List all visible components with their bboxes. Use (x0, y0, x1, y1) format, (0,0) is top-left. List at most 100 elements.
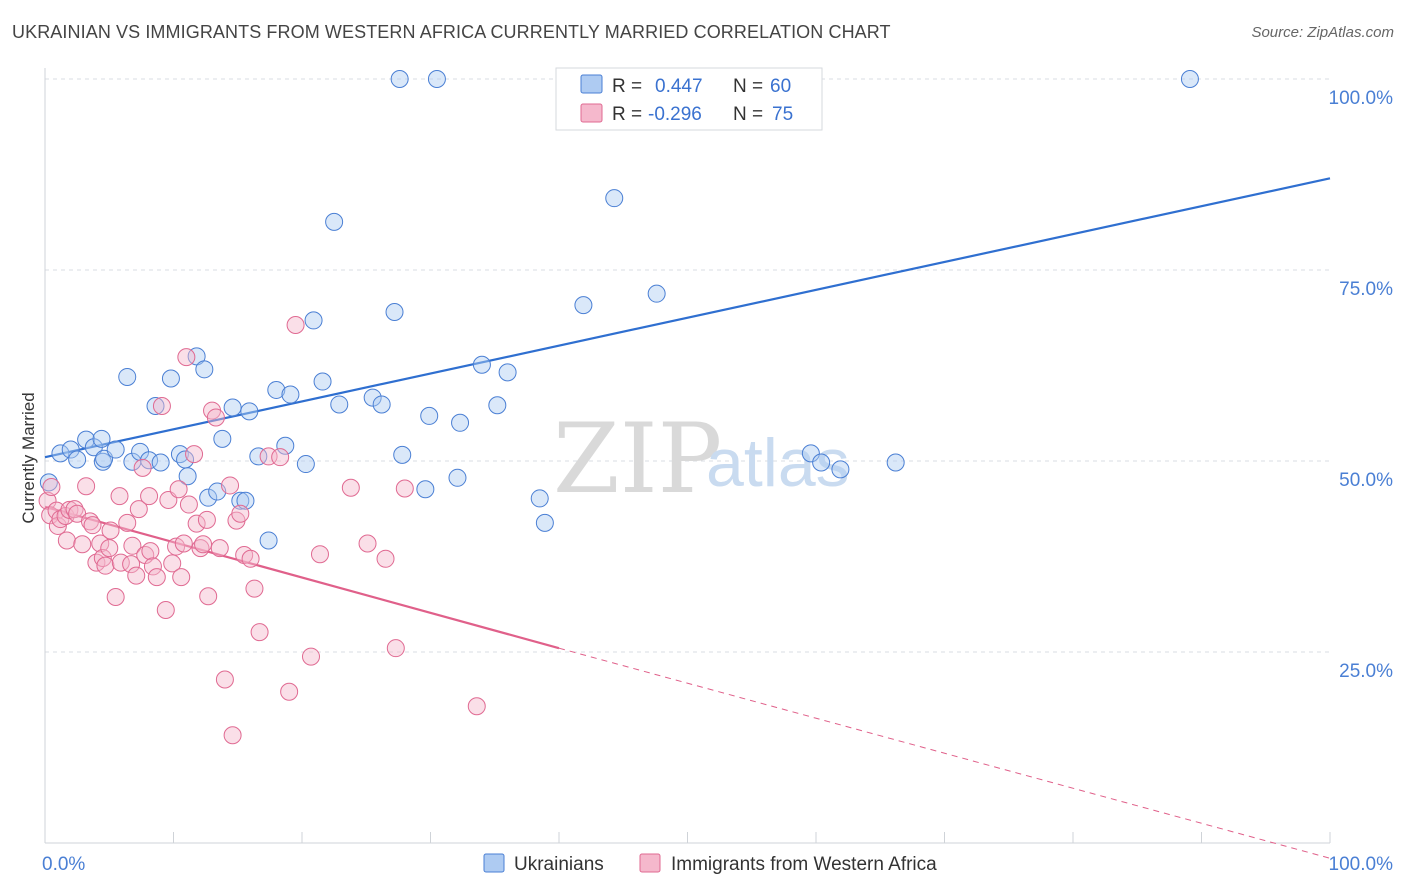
legend: R = 0.447 N = 60 R = -0.296 N = 75 (555, 67, 823, 131)
legend-r-value: -0.296 (648, 104, 702, 125)
point-ukrainians (118, 367, 137, 386)
point-western-africa (141, 542, 160, 561)
point-ukrainians (61, 440, 80, 459)
point-western-africa (241, 549, 260, 568)
point-western-africa (197, 510, 216, 529)
point-western-africa (215, 670, 234, 689)
point-western-africa (73, 535, 92, 554)
legend-r-label: R = (612, 76, 642, 97)
point-ukrainians (240, 402, 259, 421)
point-western-africa (172, 568, 191, 587)
legend-swatch-blue (580, 74, 603, 94)
bottom-legend: Ukrainians Immigrants from Western Afric… (483, 853, 937, 875)
legend-n-label: N = (733, 104, 763, 125)
point-ukrainians (199, 488, 218, 507)
point-western-africa (143, 557, 162, 576)
point-ukrainians (420, 406, 439, 425)
point-western-africa (106, 587, 125, 606)
point-western-africa (185, 445, 204, 464)
point-western-africa (110, 487, 129, 506)
bottom-legend-label: Immigrants from Western Africa (671, 854, 937, 875)
point-ukrainians (178, 467, 197, 486)
point-western-africa (187, 514, 206, 533)
point-ukrainians (574, 296, 593, 315)
point-western-africa (91, 534, 110, 553)
point-western-africa (156, 600, 175, 619)
point-western-africa (174, 534, 193, 553)
point-ukrainians (68, 450, 87, 469)
point-western-africa (271, 448, 290, 467)
point-ukrainians (393, 445, 412, 464)
point-western-africa (83, 516, 102, 535)
tick-labels: 25.0% 50.0% 75.0% 100.0% 0.0% 100.0% (42, 88, 1393, 875)
point-ukrainians (259, 531, 278, 550)
point-western-africa (199, 587, 218, 606)
point-ukrainians (530, 489, 549, 508)
point-western-africa (177, 348, 196, 367)
point-western-africa (280, 682, 299, 701)
point-western-africa (194, 535, 213, 554)
point-ukrainians (93, 452, 112, 471)
bottom-legend-swatch-blue (483, 853, 505, 873)
point-ukrainians (170, 445, 189, 464)
point-ukrainians (313, 372, 332, 391)
point-ukrainians (161, 369, 180, 388)
point-ukrainians (296, 455, 315, 474)
point-ukrainians (195, 360, 214, 379)
point-ukrainians (106, 440, 125, 459)
point-ukrainians (372, 395, 391, 414)
legend-r-value: 0.447 (655, 76, 703, 97)
axes (44, 68, 1331, 844)
watermark-zip: ZIP (553, 403, 722, 515)
point-ukrainians (325, 212, 344, 231)
point-western-africa (179, 495, 198, 514)
point-western-africa (358, 534, 377, 553)
y-tick-label: 75.0% (1339, 279, 1393, 300)
point-western-africa (169, 480, 188, 499)
point-ukrainians (812, 453, 831, 472)
point-ukrainians (267, 380, 286, 399)
point-ukrainians (223, 398, 242, 417)
point-western-africa (100, 539, 119, 558)
point-western-africa (467, 697, 486, 716)
point-western-africa (47, 501, 66, 520)
point-western-africa (41, 506, 60, 525)
point-western-africa (210, 539, 229, 558)
x-tick-label: 0.0% (42, 854, 85, 875)
point-western-africa (376, 549, 395, 568)
point-ukrainians (140, 451, 159, 470)
point-western-africa (127, 566, 146, 585)
legend-swatch-pink (580, 103, 603, 123)
point-ukrainians (448, 468, 467, 487)
point-western-africa (101, 521, 120, 540)
point-ukrainians (535, 513, 554, 532)
point-ukrainians (151, 453, 170, 472)
point-ukrainians (77, 430, 96, 449)
point-ukrainians (605, 189, 624, 208)
point-western-africa (163, 554, 182, 573)
data-points (38, 70, 1199, 745)
point-western-africa (51, 510, 70, 529)
point-ukrainians (1180, 70, 1199, 88)
watermark-atlas: atlas (706, 425, 850, 501)
point-ukrainians (330, 395, 349, 414)
point-western-africa (231, 504, 250, 523)
chart-title: UKRAINIAN VS IMMIGRANTS FROM WESTERN AFR… (12, 22, 891, 42)
point-western-africa (221, 476, 240, 495)
y-axis-label: Currently Married (19, 392, 38, 523)
point-ukrainians (213, 429, 232, 448)
point-ukrainians (92, 429, 111, 448)
point-ukrainians (451, 413, 470, 432)
point-western-africa (395, 479, 414, 498)
point-western-africa (245, 579, 264, 598)
point-ukrainians (472, 355, 491, 374)
gridlines (45, 78, 1330, 653)
legend-r-label: R = (612, 104, 642, 125)
point-western-africa (152, 396, 171, 415)
point-western-africa (301, 647, 320, 666)
point-ukrainians (276, 436, 295, 455)
point-western-africa (386, 639, 405, 658)
point-western-africa (118, 513, 137, 532)
y-tick-label: 100.0% (1329, 88, 1394, 109)
